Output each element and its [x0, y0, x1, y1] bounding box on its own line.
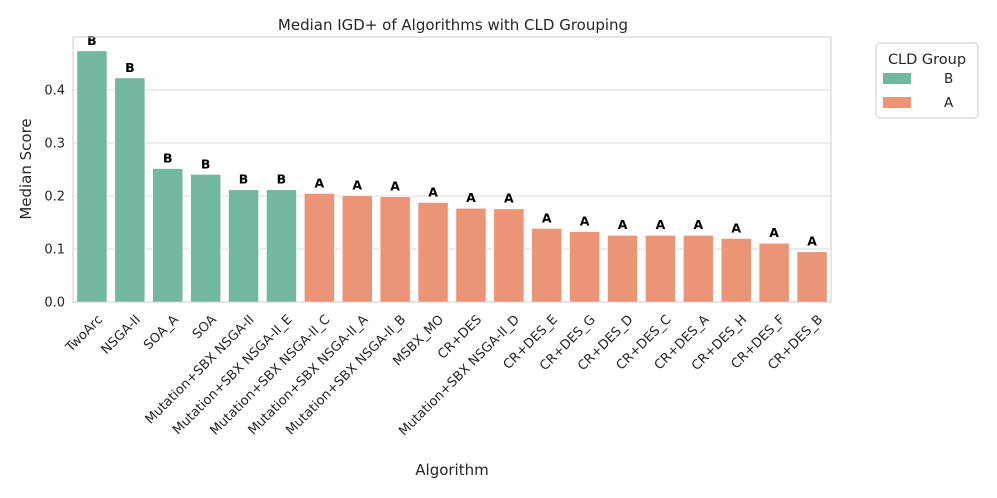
legend-swatch-b: [883, 73, 911, 84]
cld-label-mutation-sbx-nsga-ii-e: B: [277, 172, 287, 187]
cld-label-cr-des-g: A: [580, 214, 590, 229]
bar-cr-des: [455, 207, 487, 303]
cld-label-cr-des-a: A: [694, 217, 704, 232]
bar-mutation-sbx-nsga-ii-b: [379, 196, 411, 303]
bar-msbx-mo: [417, 201, 449, 303]
y-tick-label: 0.3: [44, 137, 65, 152]
cld-labels: B B B B B B A A A A A A A A A A A A A A: [87, 33, 817, 249]
x-axis-label: Algorithm: [415, 461, 488, 479]
cld-label-msbx-mo: A: [428, 184, 438, 199]
plot-frame: [72, 36, 832, 303]
bar-cr-des-g: [569, 231, 601, 303]
cld-label-twoarc: B: [87, 33, 97, 48]
bar-cr-des-f: [758, 242, 790, 303]
bar-twoarc: [76, 50, 108, 303]
y-axis-label: Median Score: [17, 118, 35, 219]
cld-label-cr-des-f: A: [769, 225, 779, 240]
y-tick-label: 0.1: [44, 243, 65, 258]
cld-label-cr-des-e: A: [542, 210, 552, 225]
bars: [76, 50, 828, 303]
bar-soa: [190, 173, 222, 303]
cld-label-cr-des-h: A: [731, 220, 741, 235]
plot-area: [73, 37, 831, 302]
x-tick-label: NSGA-II: [99, 312, 144, 357]
bar-mutation-sbx-nsga-ii: [227, 189, 260, 303]
bar-cr-des-b: [796, 251, 828, 303]
cld-label-cr-des-c: A: [656, 217, 666, 232]
legend-label-b: B: [944, 71, 953, 87]
cld-label-soa: B: [201, 156, 211, 171]
bar-mutation-sbx-nsga-ii-d: [493, 208, 525, 303]
legend-label-a: A: [944, 95, 954, 111]
bar-mutation-sbx-nsga-ii-c: [303, 192, 335, 303]
chart-title: Median IGD+ of Algorithms with CLD Group…: [278, 16, 628, 34]
legend-title: CLD Group: [888, 52, 966, 68]
cld-label-mutation-sbx-nsga-ii: B: [239, 172, 249, 187]
x-tick-label: TwoArc: [63, 312, 106, 355]
cld-label-nsga-ii: B: [125, 60, 135, 75]
x-tick-label: SOA_A: [141, 312, 182, 353]
y-tick-label: 0.2: [44, 190, 65, 205]
x-tick-label: SOA: [190, 312, 220, 342]
cld-label-mutation-sbx-nsga-ii-c: A: [315, 175, 325, 190]
bar-cr-des-d: [606, 234, 639, 303]
cld-label-cr-des-b: A: [807, 234, 817, 249]
cld-label-cr-des-d: A: [618, 217, 628, 232]
y-tick-label: 0.0: [44, 296, 65, 311]
bar-mutation-sbx-nsga-ii-e: [265, 189, 298, 303]
cld-label-soa-a: B: [163, 150, 173, 165]
bar-cr-des-e: [531, 227, 563, 303]
y-tick-label: 0.4: [44, 84, 65, 99]
cld-label-cr-des: A: [466, 190, 476, 205]
bar-nsga-ii: [114, 77, 146, 303]
legend-swatch-a: [883, 97, 911, 108]
bar-cr-des-a: [682, 234, 714, 303]
y-axis-ticks: 0.0 0.1 0.2 0.3 0.4: [44, 84, 65, 311]
bar-soa-a: [152, 168, 184, 303]
legend: CLD Group B A: [875, 42, 979, 119]
cld-label-mutation-sbx-nsga-ii-a: A: [352, 177, 362, 192]
bar-cr-des-c: [644, 234, 677, 303]
cld-label-mutation-sbx-nsga-ii-b: A: [390, 179, 400, 194]
bar-cr-des-h: [720, 237, 752, 303]
bar-mutation-sbx-nsga-ii-a: [341, 195, 373, 303]
cld-label-mutation-sbx-nsga-ii-d: A: [504, 191, 514, 206]
